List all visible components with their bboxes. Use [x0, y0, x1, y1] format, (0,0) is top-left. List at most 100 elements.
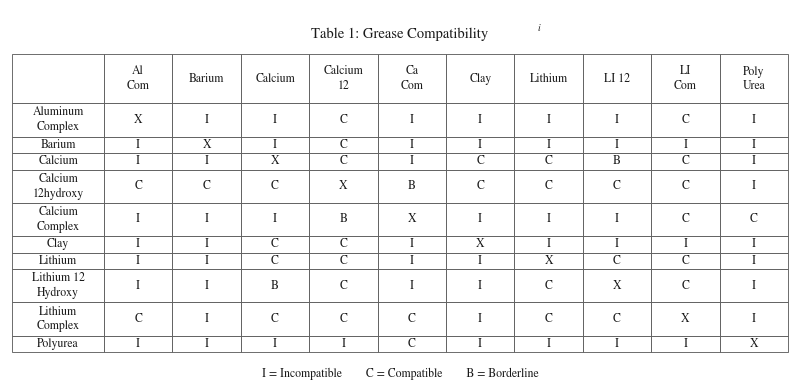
- Bar: [378, 302, 446, 336]
- Text: I: I: [136, 214, 140, 225]
- Bar: [378, 103, 446, 137]
- Text: I: I: [136, 238, 140, 250]
- Text: I: I: [410, 139, 414, 151]
- Bar: [173, 253, 241, 269]
- Text: I: I: [478, 255, 482, 267]
- Text: LI
Com: LI Com: [674, 66, 697, 92]
- Text: I: I: [683, 338, 687, 350]
- Text: Barium: Barium: [40, 139, 76, 151]
- Bar: [378, 137, 446, 153]
- Text: Calcium: Calcium: [38, 156, 78, 167]
- Text: I: I: [615, 338, 619, 350]
- Bar: [12, 137, 104, 153]
- Bar: [173, 302, 241, 336]
- Bar: [378, 253, 446, 269]
- Text: I: I: [752, 156, 756, 167]
- Text: Al
Com: Al Com: [126, 66, 150, 92]
- Text: Poly
Urea: Poly Urea: [742, 65, 765, 92]
- Text: X: X: [681, 313, 690, 325]
- Text: C: C: [408, 338, 416, 350]
- Bar: [720, 336, 788, 352]
- Bar: [651, 54, 719, 103]
- Bar: [514, 170, 582, 203]
- Text: I: I: [478, 214, 482, 225]
- Text: I: I: [205, 214, 209, 225]
- Bar: [651, 153, 719, 170]
- Bar: [104, 336, 172, 352]
- Text: Lithium 12
Hydroxy: Lithium 12 Hydroxy: [31, 272, 85, 299]
- Text: C: C: [339, 238, 347, 250]
- Text: C: C: [682, 156, 690, 167]
- Bar: [309, 54, 378, 103]
- Text: I: I: [683, 139, 687, 151]
- Bar: [309, 253, 378, 269]
- Text: I: I: [478, 338, 482, 350]
- Bar: [241, 153, 309, 170]
- Bar: [582, 302, 651, 336]
- Bar: [720, 54, 788, 103]
- Text: C: C: [134, 180, 142, 192]
- Bar: [514, 302, 582, 336]
- Bar: [651, 236, 719, 253]
- Bar: [104, 54, 172, 103]
- Bar: [720, 137, 788, 153]
- Text: I: I: [273, 139, 277, 151]
- Bar: [241, 54, 309, 103]
- Text: C: C: [271, 255, 279, 267]
- Text: X: X: [476, 238, 485, 250]
- Text: Ca
Com: Ca Com: [400, 66, 423, 92]
- Text: C: C: [339, 114, 347, 126]
- Text: I: I: [478, 313, 482, 325]
- Text: I: I: [752, 180, 756, 192]
- Bar: [173, 54, 241, 103]
- Text: I: I: [683, 238, 687, 250]
- Text: I: I: [546, 214, 550, 225]
- Bar: [309, 236, 378, 253]
- Bar: [241, 103, 309, 137]
- Text: I: I: [410, 156, 414, 167]
- Bar: [446, 153, 514, 170]
- Text: B: B: [271, 280, 279, 292]
- Bar: [173, 103, 241, 137]
- Text: Clay: Clay: [47, 238, 69, 250]
- Text: i: i: [538, 23, 540, 33]
- Bar: [720, 153, 788, 170]
- Text: C: C: [545, 156, 553, 167]
- Bar: [104, 236, 172, 253]
- Text: C: C: [682, 280, 690, 292]
- Text: I: I: [205, 238, 209, 250]
- Text: C: C: [682, 255, 690, 267]
- Text: I: I: [752, 238, 756, 250]
- Bar: [378, 203, 446, 236]
- Text: I: I: [410, 255, 414, 267]
- Bar: [241, 302, 309, 336]
- Text: Calcium: Calcium: [255, 73, 295, 85]
- Bar: [241, 236, 309, 253]
- Bar: [104, 153, 172, 170]
- Text: Lithium
Complex: Lithium Complex: [37, 306, 79, 332]
- Bar: [446, 253, 514, 269]
- Bar: [720, 170, 788, 203]
- Bar: [582, 236, 651, 253]
- Text: C: C: [682, 180, 690, 192]
- Bar: [173, 336, 241, 352]
- Text: I: I: [615, 114, 619, 126]
- Text: I: I: [205, 114, 209, 126]
- Bar: [241, 203, 309, 236]
- Text: C: C: [134, 313, 142, 325]
- Bar: [514, 153, 582, 170]
- Text: I: I: [478, 139, 482, 151]
- Bar: [582, 137, 651, 153]
- Bar: [446, 236, 514, 253]
- Bar: [104, 302, 172, 336]
- Bar: [12, 153, 104, 170]
- Bar: [720, 103, 788, 137]
- Bar: [241, 137, 309, 153]
- Text: I: I: [410, 238, 414, 250]
- Text: I: I: [752, 313, 756, 325]
- Bar: [12, 236, 104, 253]
- Text: Aluminum
Complex: Aluminum Complex: [32, 107, 84, 133]
- Text: X: X: [270, 156, 279, 167]
- Bar: [12, 302, 104, 336]
- Text: I: I: [615, 214, 619, 225]
